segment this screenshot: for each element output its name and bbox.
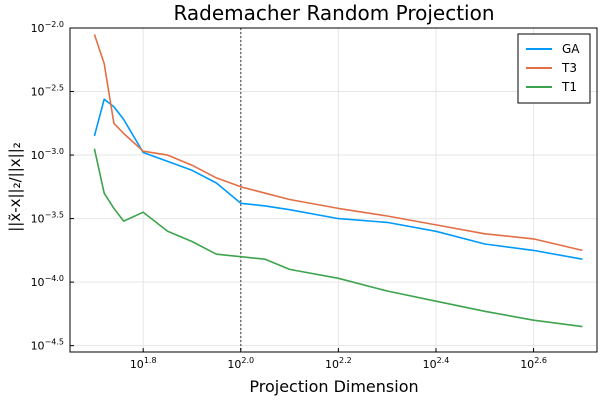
y-tick-label: 10−3.0 — [31, 147, 64, 162]
y-ticks: 10−2.0 10−2.5 10−3.0 10−3.5 10−4.0 10−4.5 — [31, 20, 74, 353]
legend-label: GA — [562, 42, 580, 56]
legend: GA T3 T1 — [517, 33, 591, 104]
legend-label: T3 — [561, 61, 577, 75]
chart-title: Rademacher Random Projection — [173, 1, 494, 25]
y-axis-label: ||x̃-x||₂/||x||₂ — [6, 142, 24, 232]
legend-label: T1 — [561, 80, 577, 94]
y-tick-label: 10−2.0 — [31, 20, 64, 35]
series-line-ga — [93, 98, 583, 260]
x-axis-label: Projection Dimension — [249, 377, 418, 396]
series-line-t1 — [93, 148, 583, 328]
x-ticks: 101.8 102.0 102.2 102.4 102.6 — [130, 348, 547, 371]
plot-frame — [69, 27, 598, 353]
series-line-t3 — [93, 34, 583, 252]
series-layer — [93, 34, 583, 328]
y-tick-label: 10−2.5 — [31, 84, 64, 99]
x-tick-label: 102.6 — [520, 356, 547, 371]
y-tick-label: 10−4.0 — [31, 274, 64, 289]
x-tick-label: 102.4 — [423, 356, 450, 371]
x-tick-label: 102.2 — [325, 356, 352, 371]
x-tick-label: 102.0 — [227, 356, 254, 371]
x-tick-label: 101.8 — [130, 356, 157, 371]
y-tick-label: 10−3.5 — [31, 211, 64, 226]
y-tick-label: 10−4.5 — [31, 338, 64, 353]
